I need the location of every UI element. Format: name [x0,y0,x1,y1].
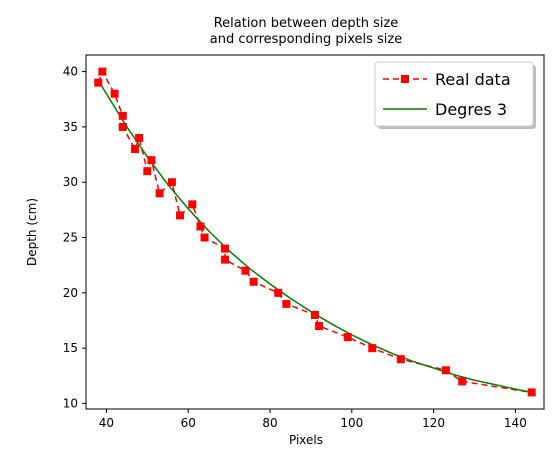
real-data-point [241,266,250,275]
degree-3-fit-line [97,80,532,394]
plot-frame [85,54,545,410]
real-data-point [94,78,103,87]
real-data-point [441,366,450,375]
real-data-point [110,89,119,98]
y-tick-label: 20 [63,286,78,300]
x-tick-label: 140 [504,416,527,430]
x-tick-label: 120 [422,416,445,430]
real-data-point [131,145,140,154]
legend-label-real-data: Real data [435,70,511,89]
chart-title-line-1: Relation between depth size [214,16,399,31]
real-data-point [249,277,258,286]
y-tick-label: 35 [63,120,78,134]
legend-label-degree-3: Degres 3 [435,100,507,119]
y-tick-label: 30 [63,175,78,189]
x-tick-label: 60 [181,416,196,430]
real-data-point [135,133,144,142]
real-data-point [147,156,156,165]
legend-box [374,61,534,127]
real-data-point [143,167,152,176]
real-data-point [368,344,377,353]
real-data-point [315,322,324,331]
y-tick-label: 25 [63,231,78,245]
x-tick-label: 100 [340,416,363,430]
real-data-point [274,288,283,297]
y-tick-label: 15 [63,341,78,355]
real-data-point [311,310,319,319]
y-tick-label: 10 [63,396,78,410]
x-axis-label: Pixels [289,433,323,447]
real-data-point [167,178,176,187]
y-tick-label: 40 [63,65,78,79]
real-data-point [200,233,209,242]
chart-title-line-2: and corresponding pixels size [210,32,402,47]
real-data-point [118,122,127,131]
x-tick-label: 80 [262,416,277,430]
real-data-point [118,111,127,120]
real-data-point [221,244,230,253]
real-data-point [196,222,205,231]
real-data-point [98,67,107,76]
real-data-point [282,299,291,308]
real-data-point [155,189,164,198]
real-data-point [188,200,197,209]
real-data-point [343,333,352,342]
y-axis-label: Depth (cm) [25,198,39,266]
real-data-point [221,255,230,264]
real-data-point [396,355,405,364]
real-data-point [176,211,185,220]
real-data-point [527,388,536,397]
real-data-point [458,377,467,386]
x-tick-label: 40 [99,416,114,430]
legend-real-data-marker [401,75,409,83]
legend: Real data Degres 3 [374,61,536,129]
